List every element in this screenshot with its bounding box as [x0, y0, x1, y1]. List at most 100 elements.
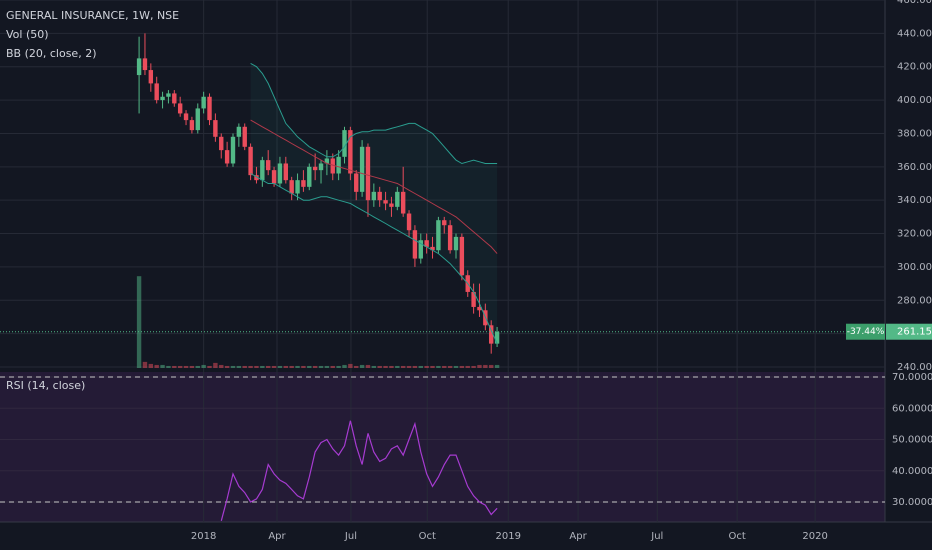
candle-body	[324, 158, 330, 164]
bb-legend: BB (20, close, 2)	[6, 47, 97, 60]
candle-body	[453, 236, 459, 251]
y-tick-label: 400.00	[897, 95, 932, 106]
candle-body	[154, 83, 159, 101]
candle-body	[436, 220, 441, 251]
volume-bar	[219, 364, 224, 368]
rsi-pane	[0, 372, 885, 522]
last-change-label: -37.44%	[847, 327, 885, 337]
bb-middle	[250, 119, 498, 254]
y-tick-label: 340.00	[897, 195, 932, 206]
volume-bar	[471, 365, 476, 368]
candle-body	[148, 70, 154, 84]
x-tick-label: 2019	[496, 531, 521, 542]
candle-body	[354, 173, 359, 192]
candle-body	[348, 130, 353, 174]
candle-body	[219, 136, 224, 151]
volume-bar	[348, 363, 353, 368]
volume-bar	[177, 365, 183, 368]
candle-body	[307, 166, 312, 187]
candle-body	[166, 93, 171, 97]
grid	[0, 0, 885, 522]
candle-body	[412, 230, 418, 259]
volume-bar	[354, 365, 359, 368]
volume-bar	[207, 365, 212, 368]
volume-bar	[265, 365, 271, 368]
volume-bar	[383, 365, 388, 368]
volume-bar	[277, 365, 283, 368]
rsi-line	[220, 420, 498, 521]
x-tick-label: 2020	[802, 531, 827, 542]
volume-bar	[324, 365, 330, 368]
candle-body	[359, 146, 365, 192]
volume-bar	[307, 365, 312, 368]
candle-body	[183, 113, 189, 121]
candle-body	[260, 160, 265, 181]
volume-bar	[359, 364, 365, 368]
volume-bar	[136, 276, 142, 368]
candle-body	[265, 160, 271, 171]
candle-body	[400, 191, 406, 214]
candle-body	[365, 146, 371, 201]
candle-body	[248, 146, 253, 176]
volume-bar	[447, 365, 453, 368]
volume-bar	[430, 365, 435, 368]
candle-body	[424, 240, 429, 247]
rsi-legend: RSI (14, close)	[6, 379, 85, 392]
candle-body	[406, 213, 412, 231]
volume-bar	[389, 365, 394, 368]
volume-bar	[248, 365, 253, 368]
candle-body	[271, 170, 277, 184]
rsi-tick-label: 60.0000	[892, 403, 932, 414]
volume-bar	[406, 365, 412, 368]
volume-bar	[459, 365, 465, 368]
candle-body	[236, 126, 242, 137]
candle-body	[177, 103, 183, 114]
candle-body	[172, 93, 177, 104]
volume-bar	[336, 365, 341, 368]
volume-bar	[142, 361, 148, 368]
candle-body	[330, 158, 335, 174]
volume-bar	[295, 365, 300, 368]
candle-body	[254, 175, 259, 181]
x-tick-label: Oct	[419, 531, 436, 542]
candle-body	[301, 180, 306, 187]
candle-body	[224, 150, 230, 164]
y-tick-label: 280.00	[897, 295, 932, 306]
x-tick-label: Apr	[268, 531, 286, 542]
volume-bar	[195, 365, 200, 368]
candle-body	[189, 120, 195, 131]
volume-bar	[312, 365, 318, 368]
rsi-tick-label: 30.0000	[892, 497, 932, 508]
volume-bar	[224, 365, 230, 368]
chart-title: GENERAL INSURANCE, 1W, NSE	[6, 9, 179, 22]
candle-body	[489, 325, 494, 344]
candle-body	[136, 58, 142, 76]
last-price-label: 261.15	[897, 327, 932, 338]
candle-body	[142, 58, 148, 71]
candle-body	[230, 136, 236, 164]
volume-bar	[189, 365, 195, 368]
volume-bar	[377, 365, 382, 368]
x-tick-label: Oct	[728, 531, 745, 542]
candle-body	[336, 156, 341, 174]
volume-bar	[301, 365, 306, 368]
candle-body	[213, 120, 218, 137]
volume-bar	[172, 365, 177, 368]
volume-bar	[289, 365, 294, 368]
candle-body	[383, 200, 388, 204]
y-tick-label: 420.00	[897, 62, 932, 73]
volume-bar	[260, 365, 265, 368]
candle-body	[371, 191, 377, 201]
candle-body	[318, 163, 324, 171]
bb-upper	[250, 62, 498, 165]
last-change-box	[846, 323, 885, 340]
volume-legend: Vol (50)	[6, 28, 49, 41]
x-tick-label: Apr	[569, 531, 587, 542]
volume-bar	[330, 365, 335, 368]
candle-body	[295, 180, 300, 194]
volume-bar	[424, 365, 429, 368]
candle-body	[430, 246, 435, 251]
candle-body	[201, 96, 206, 109]
x-tick-label: Jul	[650, 531, 663, 542]
candle-body	[283, 163, 289, 181]
